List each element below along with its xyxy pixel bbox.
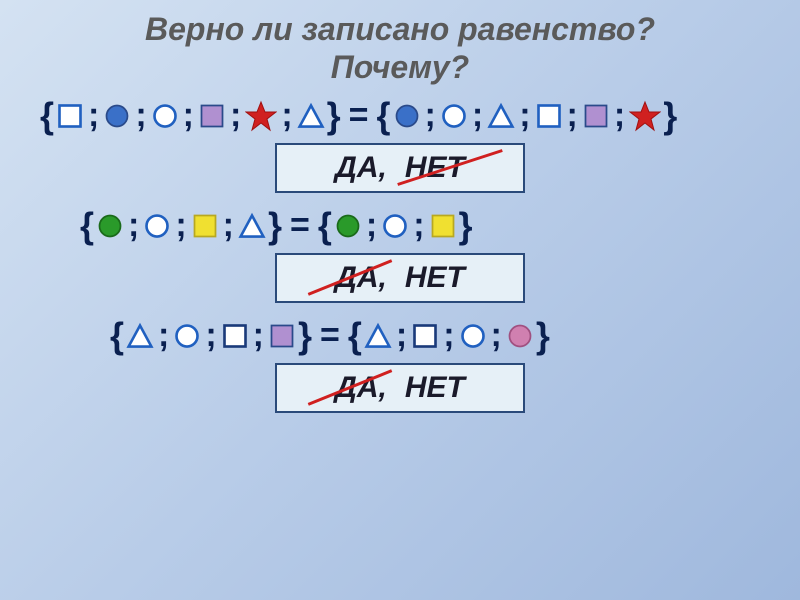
answer-box-2: ДА, НЕТ: [275, 253, 525, 303]
sep: ;: [253, 316, 264, 355]
sep: ;: [88, 96, 99, 135]
answer-net-3: НЕТ: [405, 371, 465, 405]
open-brace: {: [40, 95, 54, 137]
sep: ;: [614, 96, 625, 135]
sep: ;: [230, 96, 241, 135]
sep: ;: [396, 316, 407, 355]
sep: ;: [519, 96, 530, 135]
equation-row-1: {;;;;;}={;;;;;}: [0, 95, 800, 137]
circle_pink_filled-icon: [506, 322, 534, 350]
open-brace: {: [377, 95, 391, 137]
equation-row-2: {;;;}={;;}: [0, 205, 800, 247]
square_yellow_filled-icon: [429, 212, 457, 240]
sep: ;: [128, 206, 139, 245]
star_red-icon: [629, 100, 661, 132]
square_purple_filled-icon: [582, 102, 610, 130]
sep: ;: [281, 96, 292, 135]
equation-row-3: {;;;}={;;;}: [0, 315, 800, 357]
open-brace: {: [110, 315, 124, 357]
open-brace: {: [80, 205, 94, 247]
circle_outline_blue-icon: [143, 212, 171, 240]
circle_green_filled-icon: [96, 212, 124, 240]
sep: ;: [443, 316, 454, 355]
sep: ;: [491, 316, 502, 355]
answer-da-1: ДА,: [335, 151, 387, 185]
triangle_outline_blue-icon: [487, 102, 515, 130]
square_purple_filled-icon: [268, 322, 296, 350]
sep: ;: [223, 206, 234, 245]
sep: ;: [205, 316, 216, 355]
close-brace: }: [327, 95, 341, 137]
circle_outline_blue-icon: [381, 212, 409, 240]
square_outline_navy-icon: [411, 322, 439, 350]
square_outline_blue-icon: [56, 102, 84, 130]
close-brace: }: [459, 205, 473, 247]
triangle_outline_blue-icon: [297, 102, 325, 130]
triangle_outline_blue-icon: [126, 322, 154, 350]
circle_outline_blue-icon: [459, 322, 487, 350]
circle_outline_blue-icon: [151, 102, 179, 130]
equals-sign: =: [349, 96, 369, 135]
sep: ;: [366, 206, 377, 245]
circle_green_filled-icon: [334, 212, 362, 240]
answer-box-3: ДА, НЕТ: [275, 363, 525, 413]
circle_outline_blue-icon: [173, 322, 201, 350]
equals-sign: =: [320, 316, 340, 355]
circle_outline_blue-icon: [440, 102, 468, 130]
close-brace: }: [298, 315, 312, 357]
close-brace: }: [663, 95, 677, 137]
answer-net-2: НЕТ: [405, 261, 465, 295]
square_outline_blue-icon: [535, 102, 563, 130]
circle_blue_filled-icon: [103, 102, 131, 130]
sep: ;: [413, 206, 424, 245]
sep: ;: [425, 96, 436, 135]
star_red-icon: [245, 100, 277, 132]
open-brace: {: [348, 315, 362, 357]
title-line1: Верно ли записано равенство?: [0, 10, 800, 48]
sep: ;: [175, 206, 186, 245]
triangle_outline_blue-icon: [238, 212, 266, 240]
triangle_outline_blue-icon: [364, 322, 392, 350]
title: Верно ли записано равенство? Почему?: [0, 0, 800, 87]
title-line2: Почему?: [0, 48, 800, 86]
sep: ;: [135, 96, 146, 135]
sep: ;: [183, 96, 194, 135]
equals-sign: =: [290, 206, 310, 245]
close-brace: }: [268, 205, 282, 247]
close-brace: }: [536, 315, 550, 357]
open-brace: {: [318, 205, 332, 247]
answer-box-1: ДА, НЕТ: [275, 143, 525, 193]
square_yellow_filled-icon: [191, 212, 219, 240]
square_purple_filled-icon: [198, 102, 226, 130]
sep: ;: [472, 96, 483, 135]
circle_blue_filled-icon: [393, 102, 421, 130]
sep: ;: [567, 96, 578, 135]
sep: ;: [158, 316, 169, 355]
square_outline_navy-icon: [221, 322, 249, 350]
